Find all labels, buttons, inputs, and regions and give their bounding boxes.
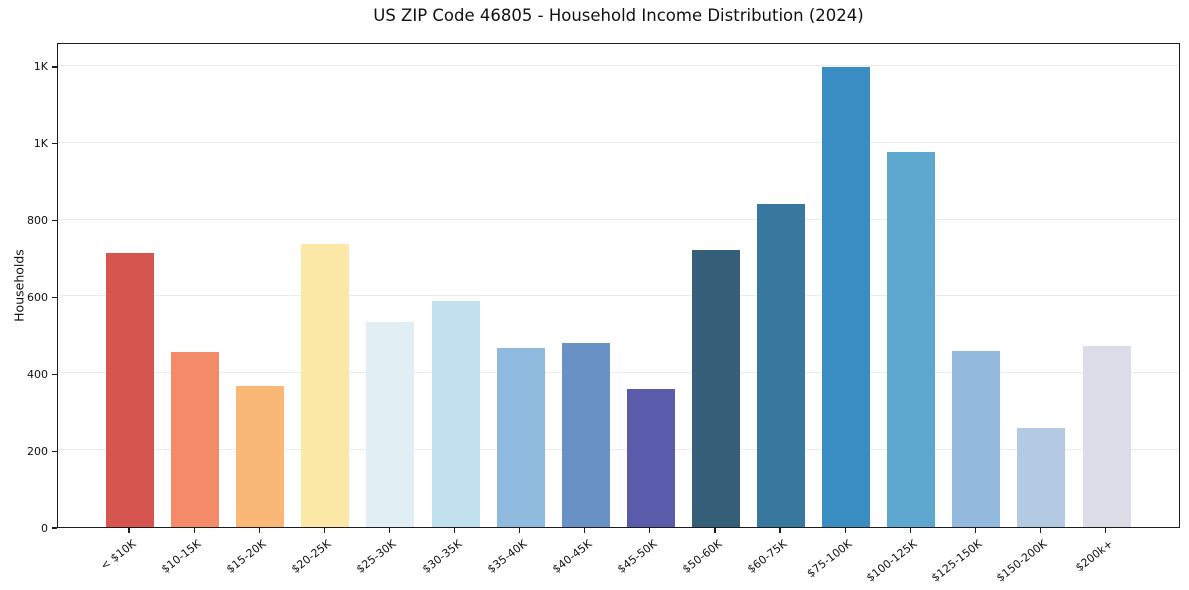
x-tick-mark xyxy=(1039,528,1042,533)
bar-$150-200K xyxy=(1017,428,1066,527)
bar-$15-20K xyxy=(236,386,285,527)
x-tick-mark xyxy=(453,528,456,533)
x-tick-label: < $10K xyxy=(98,537,139,573)
y-tick-mark xyxy=(52,450,57,452)
y-tick-label: 1K xyxy=(33,137,48,151)
x-tick-mark xyxy=(844,528,846,533)
bar-< $10K xyxy=(106,253,154,527)
bar-$200k+ xyxy=(1082,346,1131,527)
x-tick-mark xyxy=(1104,528,1107,533)
gridline xyxy=(58,372,1179,374)
bar-$35-40K xyxy=(496,347,545,527)
gridline xyxy=(58,64,1179,66)
y-tick-mark xyxy=(52,373,57,375)
y-tick-mark xyxy=(52,527,57,529)
x-tick-mark xyxy=(388,528,391,533)
y-tick-label: 800 xyxy=(27,214,48,228)
x-tick-mark xyxy=(128,528,130,533)
x-tick-mark xyxy=(649,528,651,533)
gridline xyxy=(58,141,1179,143)
bar-$60-75K xyxy=(757,203,805,527)
x-tick-mark xyxy=(193,528,195,533)
x-tick-mark xyxy=(714,528,716,533)
plot-area xyxy=(57,43,1180,528)
bar-$75-100K xyxy=(822,67,871,527)
y-tick-label: 200 xyxy=(27,444,48,458)
bar-$10-15K xyxy=(171,352,220,527)
x-tick-mark xyxy=(258,528,260,533)
gridline xyxy=(58,218,1179,220)
bar-$50-60K xyxy=(691,250,740,527)
gridline xyxy=(58,449,1179,451)
bar-$125-150K xyxy=(952,350,1001,527)
y-tick-label: 600 xyxy=(27,290,48,304)
x-tick-mark xyxy=(584,528,586,533)
x-tick-mark xyxy=(909,528,911,533)
bar-$30-35K xyxy=(431,301,480,527)
y-tick-mark xyxy=(52,66,57,68)
gridline xyxy=(58,295,1179,297)
y-tick-label: 400 xyxy=(27,367,48,381)
x-tick-mark xyxy=(323,528,325,533)
bar-$40-45K xyxy=(561,342,610,527)
bar-$100-125K xyxy=(887,151,936,527)
y-tick-label: 1K xyxy=(33,60,48,74)
y-tick-mark xyxy=(52,143,57,145)
bar-$45-50K xyxy=(626,389,675,527)
y-tick-mark xyxy=(52,219,57,222)
x-tick-mark xyxy=(519,528,521,533)
x-tick-mark xyxy=(779,528,781,533)
bar-$20-25K xyxy=(301,243,350,527)
chart-title: US ZIP Code 46805 - Household Income Dis… xyxy=(373,6,864,25)
y-tick-label: 0 xyxy=(41,521,48,535)
x-tick-mark xyxy=(974,528,976,533)
y-axis-label: Households xyxy=(11,249,27,322)
bar-$25-30K xyxy=(366,321,415,527)
y-tick-mark xyxy=(52,296,57,299)
